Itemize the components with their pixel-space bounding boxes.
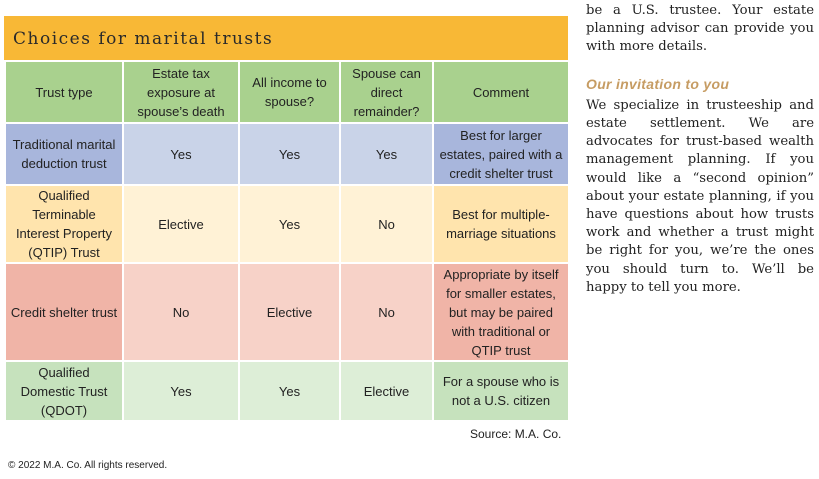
cell-estate-tax: Yes: [122, 360, 240, 422]
cell-comment: Appropriate by itself for smaller estate…: [432, 262, 570, 362]
cell-spouse-direct: Yes: [339, 122, 434, 186]
cell-comment: For a spouse who is not a U.S. citizen: [432, 360, 570, 422]
marital-trusts-table: Trust type Estate tax exposure at spouse…: [4, 60, 570, 422]
table-row: Traditional marital deduction trust Yes …: [4, 122, 570, 186]
table-title: Choices for marital trusts: [4, 16, 568, 60]
cell-comment: Best for larger estates, paired with a c…: [432, 122, 570, 186]
sidebar-column: be a U.S. trustee. Your estate planning …: [586, 0, 814, 297]
sidebar-intro-text: be a U.S. trustee. Your estate planning …: [586, 3, 814, 55]
cell-estate-tax: No: [122, 262, 240, 362]
cell-all-income: Yes: [238, 360, 341, 422]
table-row: Qualified Terminable Interest Property (…: [4, 184, 570, 264]
cell-all-income: Elective: [238, 262, 341, 362]
table-header-row: Trust type Estate tax exposure at spouse…: [4, 60, 570, 124]
sidebar-body-text: We specialize in trusteeship and estate …: [586, 97, 814, 295]
header-all-income: All income to spouse?: [238, 60, 341, 124]
cell-estate-tax: Elective: [122, 184, 240, 264]
header-trust-type: Trust type: [4, 60, 124, 124]
cell-trust-type: Traditional marital deduction trust: [4, 122, 124, 186]
cell-trust-type: Qualified Terminable Interest Property (…: [4, 184, 124, 264]
header-estate-tax: Estate tax exposure at spouse’s death: [122, 60, 240, 124]
copyright-notice: © 2022 M.A. Co. All rights reserved.: [8, 460, 168, 471]
cell-all-income: Yes: [238, 122, 341, 186]
table-row: Credit shelter trust No Elective No Appr…: [4, 262, 570, 362]
header-spouse-direct: Spouse can direct remainder?: [339, 60, 434, 124]
cell-spouse-direct: Elective: [339, 360, 434, 422]
table-row: Qualified Domestic Trust (QDOT) Yes Yes …: [4, 360, 570, 422]
cell-comment: Best for multiple-marriage situations: [432, 184, 570, 264]
cell-estate-tax: Yes: [122, 122, 240, 186]
marital-trusts-table-panel: Choices for marital trusts Trust type Es…: [4, 16, 570, 422]
table-source: Source: M.A. Co.: [470, 427, 562, 441]
cell-all-income: Yes: [238, 184, 341, 264]
cell-trust-type: Credit shelter trust: [4, 262, 124, 362]
sidebar-heading: Our invitation to you: [586, 75, 730, 92]
cell-trust-type: Qualified Domestic Trust (QDOT): [4, 360, 124, 422]
cell-spouse-direct: No: [339, 262, 434, 362]
header-comment: Comment: [432, 60, 570, 124]
cell-spouse-direct: No: [339, 184, 434, 264]
